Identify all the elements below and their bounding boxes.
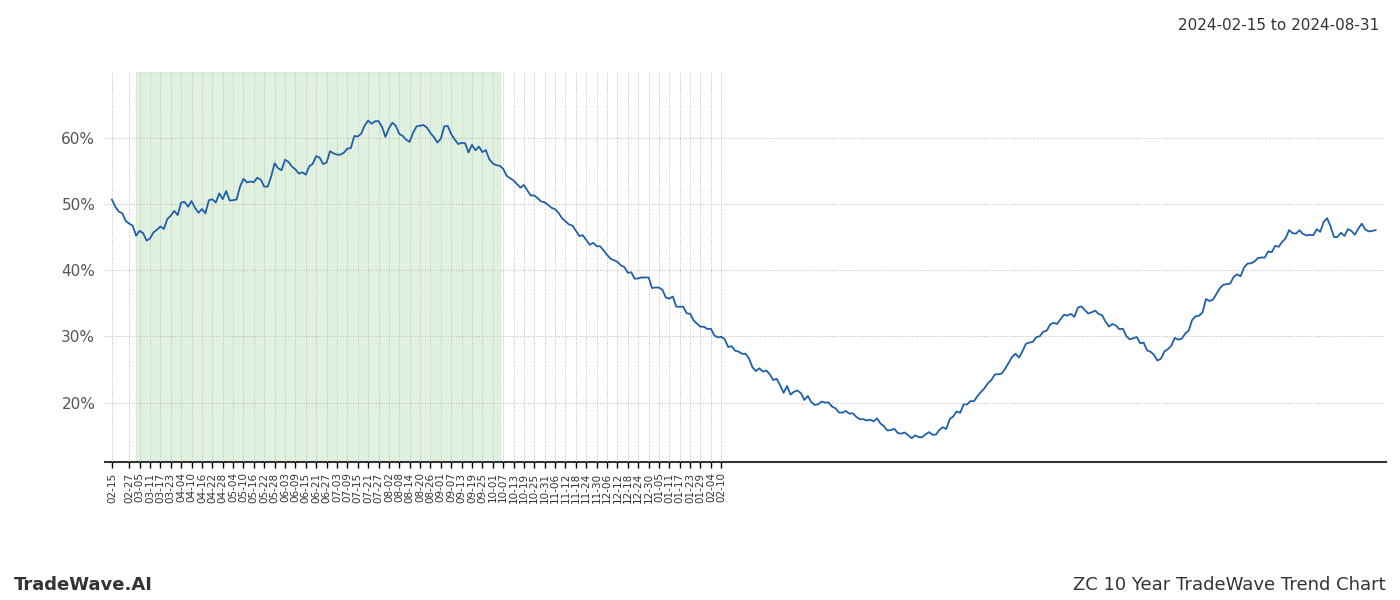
- Text: ZC 10 Year TradeWave Trend Chart: ZC 10 Year TradeWave Trend Chart: [1074, 576, 1386, 594]
- Text: TradeWave.AI: TradeWave.AI: [14, 576, 153, 594]
- Text: 2024-02-15 to 2024-08-31: 2024-02-15 to 2024-08-31: [1177, 18, 1379, 33]
- Bar: [136, 72, 500, 462]
